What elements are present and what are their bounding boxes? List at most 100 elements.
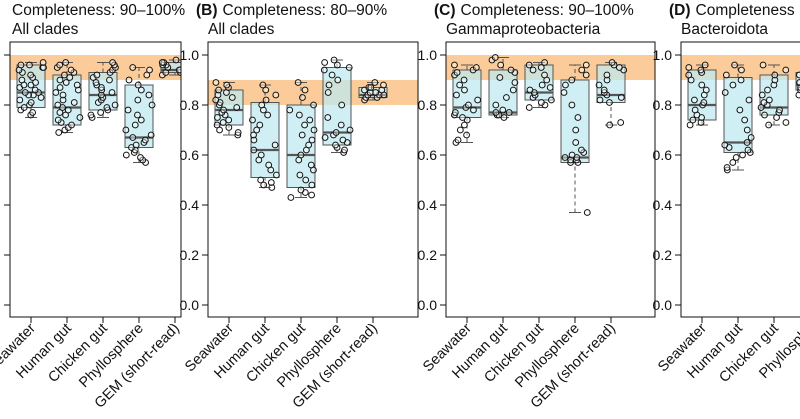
data-point xyxy=(511,79,519,86)
data-point xyxy=(507,66,515,74)
data-point xyxy=(286,106,294,114)
data-point xyxy=(215,86,223,94)
box-3 xyxy=(87,59,119,121)
data-point xyxy=(562,81,569,89)
data-point xyxy=(172,56,180,64)
data-point xyxy=(103,104,111,111)
data-point xyxy=(736,106,744,114)
data-point xyxy=(341,146,348,154)
data-point xyxy=(465,101,472,109)
data-point xyxy=(333,61,341,69)
data-point xyxy=(214,91,222,99)
data-point xyxy=(771,76,779,84)
y-tick-label: 0.4 xyxy=(180,197,200,213)
data-point xyxy=(743,139,751,146)
data-point xyxy=(220,106,227,114)
data-point xyxy=(137,154,144,161)
data-point xyxy=(56,84,64,91)
y-tick-label: 1.0 xyxy=(653,47,673,63)
box-iqr xyxy=(795,72,800,91)
data-point xyxy=(264,111,272,119)
data-point xyxy=(131,121,139,129)
data-point xyxy=(453,91,460,99)
data-point xyxy=(503,94,510,101)
data-point xyxy=(702,86,710,94)
data-point xyxy=(141,136,149,144)
data-point xyxy=(615,64,623,71)
data-point xyxy=(525,104,533,111)
data-point xyxy=(305,141,313,149)
data-point xyxy=(745,96,753,104)
data-point xyxy=(68,121,75,129)
data-point xyxy=(257,151,265,159)
data-point xyxy=(213,121,221,129)
data-point xyxy=(732,154,740,161)
data-point xyxy=(214,114,221,121)
data-point xyxy=(59,96,67,104)
panel-subtitle: Gammaproteobacteria xyxy=(446,21,601,38)
data-point xyxy=(345,64,353,71)
data-point xyxy=(228,94,236,101)
data-point xyxy=(492,101,500,109)
data-point xyxy=(54,116,62,124)
data-point xyxy=(124,106,132,114)
data-point xyxy=(334,76,342,84)
y-tick-label: 0.0 xyxy=(180,297,200,313)
data-point xyxy=(685,71,693,79)
data-point xyxy=(339,136,347,144)
data-point xyxy=(62,79,70,86)
data-point xyxy=(108,89,116,96)
box-4 xyxy=(560,61,591,216)
data-point xyxy=(146,66,153,74)
data-point xyxy=(321,59,329,66)
data-point xyxy=(129,64,137,71)
panel-3: (C) Completeness: 90–100% Gammaproteobacte… xyxy=(418,2,656,412)
data-point xyxy=(26,61,33,69)
data-point xyxy=(39,59,47,66)
data-point xyxy=(262,96,270,104)
y-tick-label: 0.2 xyxy=(418,247,438,263)
data-point xyxy=(55,129,63,136)
data-point xyxy=(324,89,332,96)
data-point xyxy=(225,116,233,124)
y-tick-label: 0.6 xyxy=(418,147,438,163)
panel-2: (B) Completeness: 80–90% All clades 0.0 0.2 0… xyxy=(180,2,419,412)
data-point xyxy=(253,126,261,134)
data-point xyxy=(796,71,800,79)
data-point xyxy=(578,146,585,154)
data-point xyxy=(721,89,729,96)
data-point xyxy=(505,109,513,116)
panel-tag: (C) xyxy=(434,2,456,19)
data-point xyxy=(132,141,140,149)
panel-title-text: Completeness xyxy=(696,2,795,19)
data-point xyxy=(700,99,708,106)
panel-title: (B) Completeness: 80–90% xyxy=(196,2,387,19)
box-4 xyxy=(320,56,354,156)
data-point xyxy=(460,76,468,84)
data-point xyxy=(122,126,130,134)
data-point xyxy=(137,86,145,94)
data-point xyxy=(27,71,35,79)
data-point xyxy=(603,76,611,84)
data-point xyxy=(40,64,47,71)
data-point xyxy=(338,101,346,109)
data-point xyxy=(134,81,142,89)
plot-frame xyxy=(207,41,419,318)
y-tick-label: 0.8 xyxy=(180,97,200,113)
data-point xyxy=(686,121,694,129)
data-point xyxy=(64,106,72,114)
data-point xyxy=(106,76,113,84)
panel-title-text: Completeness: 90–100% xyxy=(12,2,185,19)
data-point xyxy=(308,181,316,189)
data-point xyxy=(262,86,270,94)
data-point xyxy=(337,121,345,129)
data-point xyxy=(722,71,730,79)
data-point xyxy=(737,76,745,84)
data-point xyxy=(561,154,569,161)
data-point xyxy=(701,61,709,69)
data-point xyxy=(346,126,354,134)
data-point xyxy=(757,104,765,111)
data-point xyxy=(219,119,227,126)
data-point xyxy=(223,81,231,89)
